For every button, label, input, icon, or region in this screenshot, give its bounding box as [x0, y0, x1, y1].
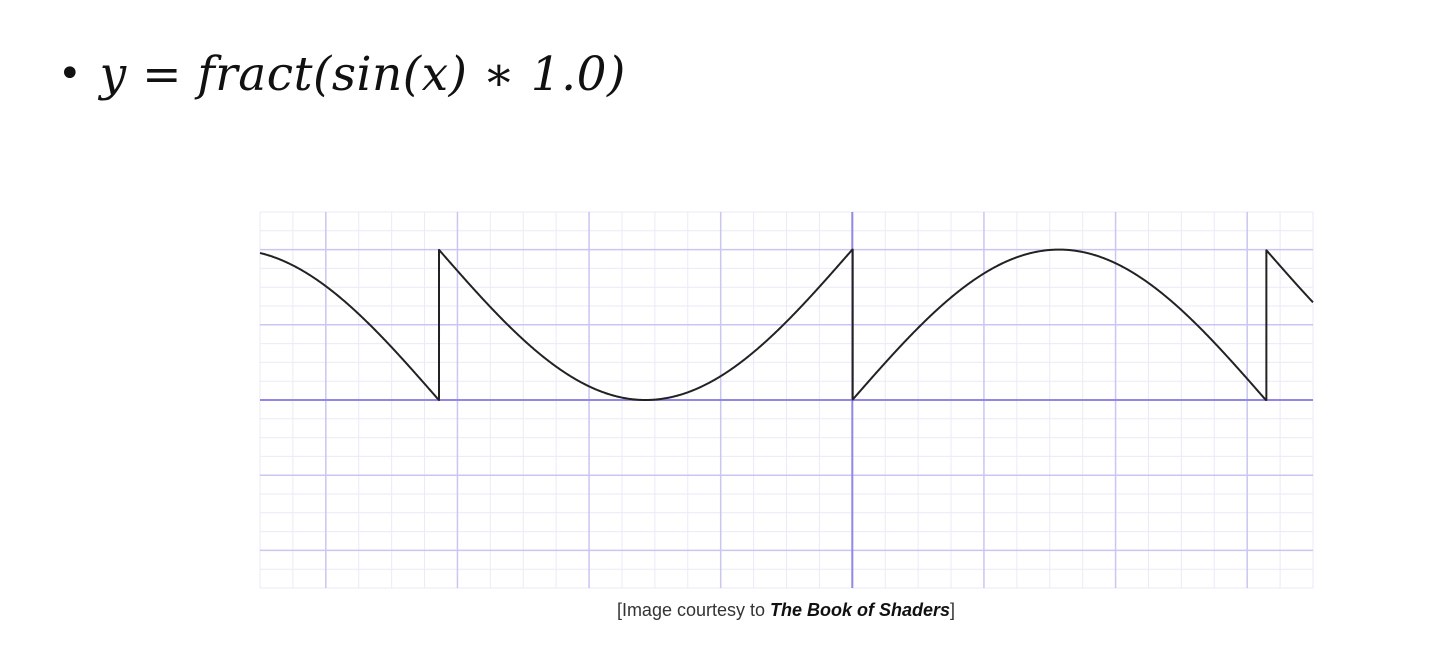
image-credit-caption: [Image courtesy to The Book of Shaders]	[0, 600, 1450, 621]
caption-book-title: The Book of Shaders	[770, 600, 951, 620]
formula-row: • y = fract(sin(x) ∗ 1.0)	[58, 34, 626, 114]
curve-layer	[259, 248, 1314, 401]
grid-major	[260, 212, 1313, 588]
formula-text: y = fract(sin(x) ∗ 1.0)	[99, 46, 626, 102]
bullet-marker: •	[58, 51, 82, 97]
caption-suffix: ]	[950, 600, 956, 620]
fract-sin-curve	[259, 248, 1314, 401]
caption-prefix: [Image courtesy to	[616, 600, 771, 620]
